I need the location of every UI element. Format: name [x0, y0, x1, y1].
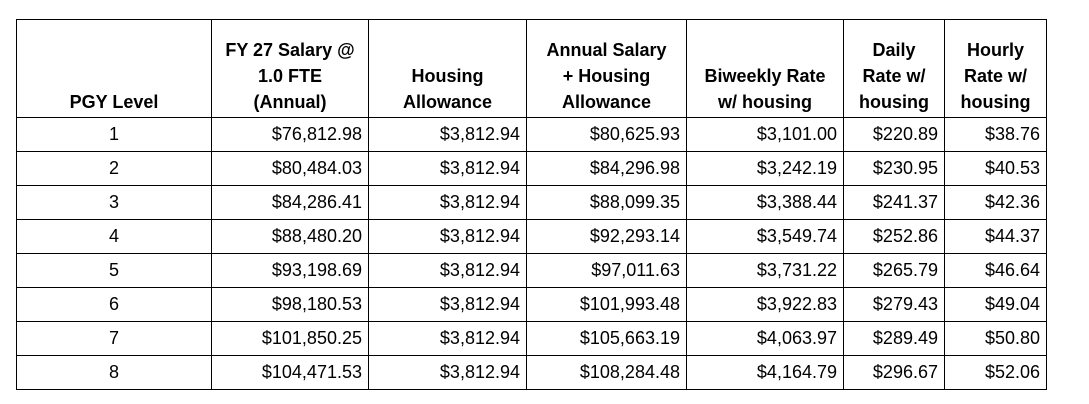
header-pgy-level: PGY Level: [16, 19, 212, 118]
cell-fy27-salary: $80,484.03: [211, 151, 369, 186]
cell-hourly-rate: $40.53: [944, 151, 1047, 186]
cell-housing-allowance: $3,812.94: [368, 355, 527, 390]
cell-daily-rate: $279.43: [843, 287, 945, 322]
cell-housing-allowance: $3,812.94: [368, 219, 527, 254]
cell-daily-rate: $220.89: [843, 117, 945, 152]
cell-fy27-salary: $88,480.20: [211, 219, 369, 254]
salary-table: PGY Level FY 27 Salary @ 1.0 FTE (Annual…: [16, 19, 1047, 390]
cell-hourly-rate: $38.76: [944, 117, 1047, 152]
cell-daily-rate: $289.49: [843, 321, 945, 356]
cell-fy27-salary: $104,471.53: [211, 355, 369, 390]
cell-hourly-rate: $46.64: [944, 253, 1047, 288]
header-daily-rate: Daily Rate w/ housing: [843, 19, 945, 118]
cell-fy27-salary: $93,198.69: [211, 253, 369, 288]
cell-pgy-level: 4: [16, 219, 212, 254]
cell-daily-rate: $241.37: [843, 185, 945, 220]
table-row: 8 $104,471.53 $3,812.94 $108,284.48 $4,1…: [16, 355, 1047, 390]
cell-fy27-salary: $84,286.41: [211, 185, 369, 220]
cell-housing-allowance: $3,812.94: [368, 321, 527, 356]
header-hourly-rate: Hourly Rate w/ housing: [944, 19, 1047, 118]
cell-pgy-level: 5: [16, 253, 212, 288]
cell-pgy-level: 8: [16, 355, 212, 390]
cell-annual-salary-housing: $88,099.35: [526, 185, 687, 220]
table-row: 5 $93,198.69 $3,812.94 $97,011.63 $3,731…: [16, 253, 1047, 288]
cell-daily-rate: $230.95: [843, 151, 945, 186]
cell-daily-rate: $296.67: [843, 355, 945, 390]
cell-annual-salary-housing: $80,625.93: [526, 117, 687, 152]
cell-biweekly-rate: $3,922.83: [686, 287, 844, 322]
header-biweekly-rate: Biweekly Rate w/ housing: [686, 19, 844, 118]
cell-pgy-level: 6: [16, 287, 212, 322]
cell-housing-allowance: $3,812.94: [368, 185, 527, 220]
cell-fy27-salary: $101,850.25: [211, 321, 369, 356]
table-row: 6 $98,180.53 $3,812.94 $101,993.48 $3,92…: [16, 287, 1047, 322]
cell-biweekly-rate: $4,063.97: [686, 321, 844, 356]
cell-biweekly-rate: $3,388.44: [686, 185, 844, 220]
cell-biweekly-rate: $3,549.74: [686, 219, 844, 254]
cell-pgy-level: 1: [16, 117, 212, 152]
cell-biweekly-rate: $3,242.19: [686, 151, 844, 186]
cell-hourly-rate: $49.04: [944, 287, 1047, 322]
cell-biweekly-rate: $3,731.22: [686, 253, 844, 288]
cell-annual-salary-housing: $92,293.14: [526, 219, 687, 254]
table-row: 7 $101,850.25 $3,812.94 $105,663.19 $4,0…: [16, 321, 1047, 356]
table-row: 1 $76,812.98 $3,812.94 $80,625.93 $3,101…: [16, 117, 1047, 152]
cell-annual-salary-housing: $108,284.48: [526, 355, 687, 390]
header-fy27-salary: FY 27 Salary @ 1.0 FTE (Annual): [211, 19, 369, 118]
header-housing-allowance: Housing Allowance: [368, 19, 527, 118]
table-row: 2 $80,484.03 $3,812.94 $84,296.98 $3,242…: [16, 151, 1047, 186]
cell-annual-salary-housing: $101,993.48: [526, 287, 687, 322]
cell-annual-salary-housing: $84,296.98: [526, 151, 687, 186]
cell-housing-allowance: $3,812.94: [368, 253, 527, 288]
header-row: PGY Level FY 27 Salary @ 1.0 FTE (Annual…: [16, 19, 1047, 118]
cell-fy27-salary: $76,812.98: [211, 117, 369, 152]
cell-annual-salary-housing: $97,011.63: [526, 253, 687, 288]
cell-hourly-rate: $50.80: [944, 321, 1047, 356]
cell-biweekly-rate: $3,101.00: [686, 117, 844, 152]
cell-hourly-rate: $52.06: [944, 355, 1047, 390]
cell-pgy-level: 3: [16, 185, 212, 220]
table-row: 3 $84,286.41 $3,812.94 $88,099.35 $3,388…: [16, 185, 1047, 220]
cell-housing-allowance: $3,812.94: [368, 151, 527, 186]
cell-housing-allowance: $3,812.94: [368, 117, 527, 152]
cell-hourly-rate: $44.37: [944, 219, 1047, 254]
cell-daily-rate: $252.86: [843, 219, 945, 254]
header-annual-salary-housing: Annual Salary + Housing Allowance: [526, 19, 687, 118]
cell-daily-rate: $265.79: [843, 253, 945, 288]
cell-fy27-salary: $98,180.53: [211, 287, 369, 322]
table-row: 4 $88,480.20 $3,812.94 $92,293.14 $3,549…: [16, 219, 1047, 254]
cell-hourly-rate: $42.36: [944, 185, 1047, 220]
cell-pgy-level: 7: [16, 321, 212, 356]
cell-pgy-level: 2: [16, 151, 212, 186]
cell-annual-salary-housing: $105,663.19: [526, 321, 687, 356]
cell-biweekly-rate: $4,164.79: [686, 355, 844, 390]
cell-housing-allowance: $3,812.94: [368, 287, 527, 322]
